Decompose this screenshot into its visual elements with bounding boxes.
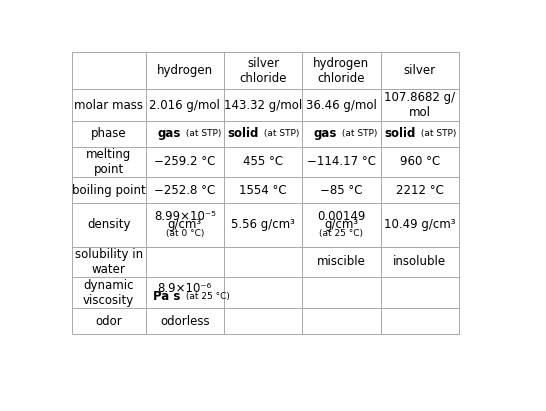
Text: silver: silver	[403, 64, 436, 77]
Bar	[302, 52, 381, 89]
Bar	[146, 308, 224, 334]
Text: 8.9×10⁻⁶: 8.9×10⁻⁶	[158, 282, 212, 295]
Text: 960 °C: 960 °C	[400, 155, 440, 169]
Text: miscible: miscible	[317, 256, 366, 268]
Text: insoluble: insoluble	[393, 256, 446, 268]
Bar	[224, 308, 302, 334]
Text: phase: phase	[91, 127, 127, 140]
Bar	[72, 277, 146, 308]
Text: Pa s: Pa s	[153, 290, 181, 303]
Text: hydrogen
chloride: hydrogen chloride	[313, 57, 370, 85]
Text: solubility in
water: solubility in water	[75, 248, 143, 276]
Text: 0.00149: 0.00149	[317, 210, 366, 223]
Bar	[381, 277, 459, 308]
Bar	[146, 203, 224, 247]
Bar	[302, 277, 381, 308]
Bar	[146, 121, 224, 147]
Bar	[224, 247, 302, 277]
Bar	[381, 121, 459, 147]
Bar	[381, 52, 459, 89]
Text: (at STP): (at STP)	[418, 129, 456, 139]
Bar	[302, 247, 381, 277]
Text: 143.32 g/mol: 143.32 g/mol	[224, 99, 302, 111]
Text: gas: gas	[314, 127, 337, 140]
Text: 2212 °C: 2212 °C	[396, 184, 443, 196]
Text: −114.17 °C: −114.17 °C	[307, 155, 376, 169]
Bar	[224, 89, 302, 121]
Text: odorless: odorless	[160, 315, 210, 328]
Bar	[381, 177, 459, 203]
Text: 2.016 g/mol: 2.016 g/mol	[150, 99, 220, 111]
Bar	[224, 203, 302, 247]
Bar	[381, 247, 459, 277]
Bar	[72, 247, 146, 277]
Bar	[146, 247, 224, 277]
Text: g/cm³: g/cm³	[324, 219, 359, 231]
Bar	[72, 121, 146, 147]
Bar	[224, 52, 302, 89]
Text: 10.49 g/cm³: 10.49 g/cm³	[384, 219, 455, 231]
Bar	[302, 147, 381, 177]
Text: gas: gas	[157, 127, 181, 140]
Text: solid: solid	[228, 127, 259, 140]
Text: g/cm³: g/cm³	[168, 219, 202, 231]
Bar	[302, 203, 381, 247]
Bar	[224, 147, 302, 177]
Text: (at STP): (at STP)	[261, 129, 299, 139]
Text: (at 0 °C): (at 0 °C)	[165, 229, 204, 238]
Bar	[72, 89, 146, 121]
Bar	[302, 121, 381, 147]
Text: silver
chloride: silver chloride	[239, 57, 287, 85]
Bar	[72, 147, 146, 177]
Text: hydrogen: hydrogen	[157, 64, 213, 77]
Bar	[224, 121, 302, 147]
Bar	[146, 147, 224, 177]
Bar	[381, 89, 459, 121]
Bar	[72, 52, 146, 89]
Bar	[381, 147, 459, 177]
Text: 8.99×10⁻⁵: 8.99×10⁻⁵	[154, 210, 216, 223]
Text: (at STP): (at STP)	[183, 129, 221, 139]
Bar	[72, 203, 146, 247]
Text: 1554 °C: 1554 °C	[239, 184, 287, 196]
Text: density: density	[87, 219, 130, 231]
Text: (at 25 °C): (at 25 °C)	[183, 292, 229, 301]
Bar	[146, 277, 224, 308]
Bar	[146, 89, 224, 121]
Text: boiling point: boiling point	[72, 184, 146, 196]
Text: 455 °C: 455 °C	[243, 155, 283, 169]
Text: −85 °C: −85 °C	[320, 184, 363, 196]
Text: odor: odor	[96, 315, 122, 328]
Bar	[302, 89, 381, 121]
Text: (at STP): (at STP)	[339, 129, 378, 139]
Text: melting
point: melting point	[86, 148, 131, 176]
Text: 107.8682 g/
mol: 107.8682 g/ mol	[384, 91, 455, 119]
Bar	[224, 277, 302, 308]
Text: −259.2 °C: −259.2 °C	[154, 155, 216, 169]
Bar	[72, 308, 146, 334]
Text: dynamic
viscosity: dynamic viscosity	[83, 279, 134, 307]
Bar	[146, 177, 224, 203]
Bar	[146, 52, 224, 89]
Bar	[381, 203, 459, 247]
Text: 5.56 g/cm³: 5.56 g/cm³	[231, 219, 295, 231]
Text: solid: solid	[384, 127, 416, 140]
Text: 36.46 g/mol: 36.46 g/mol	[306, 99, 377, 111]
Text: (at 25 °C): (at 25 °C)	[319, 229, 364, 238]
Bar	[224, 177, 302, 203]
Bar	[302, 308, 381, 334]
Bar	[72, 177, 146, 203]
Text: −252.8 °C: −252.8 °C	[154, 184, 216, 196]
Bar	[381, 308, 459, 334]
Text: molar mass: molar mass	[74, 99, 143, 111]
Bar	[302, 177, 381, 203]
